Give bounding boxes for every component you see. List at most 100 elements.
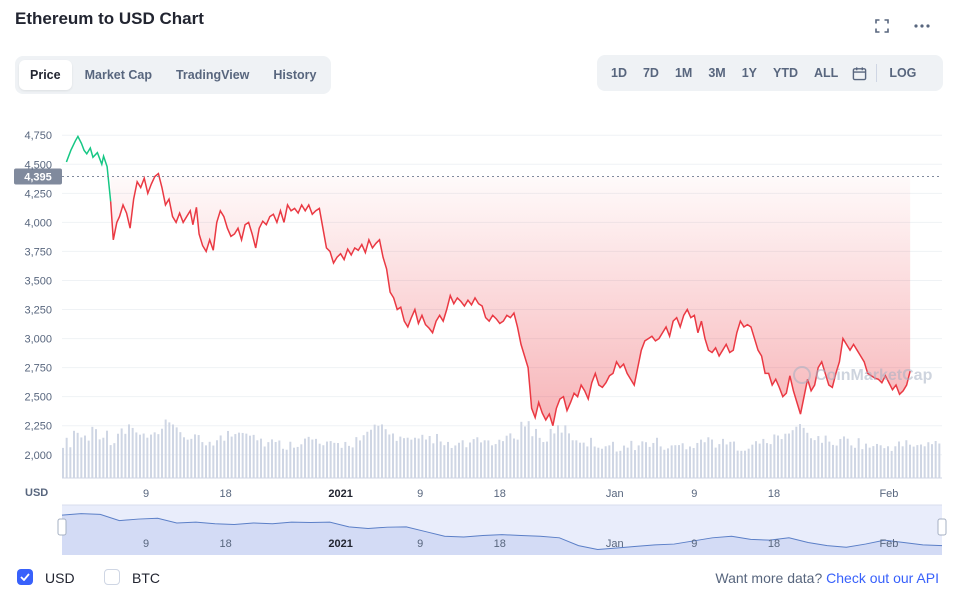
volume-bar (476, 437, 479, 478)
volume-bar (923, 446, 926, 478)
volume-bar (494, 444, 497, 478)
navigator-right-handle[interactable] (937, 518, 947, 536)
tab-price[interactable]: Price (19, 60, 72, 90)
y-tick-label: 3,500 (24, 275, 52, 287)
range-all[interactable]: ALL (814, 66, 839, 80)
y-tick-label: 4,750 (24, 130, 52, 142)
volume-bar (645, 442, 647, 478)
volume-bar (934, 441, 937, 478)
range-7d[interactable]: 7D (642, 66, 659, 80)
y-tick-label: 3,250 (24, 305, 52, 317)
volume-bar (392, 433, 394, 478)
tab-market-cap[interactable]: Market Cap (84, 68, 152, 82)
volume-bar (241, 432, 244, 478)
volume-bar (905, 440, 908, 478)
volume-bar (230, 436, 233, 478)
volume-bar (293, 447, 295, 478)
volume-bar (274, 441, 277, 478)
x-tick-label: 2021 (328, 488, 352, 500)
volume-bar (667, 448, 669, 478)
tab-history[interactable]: History (273, 68, 317, 82)
volume-bar (729, 441, 732, 478)
tab-tradingview[interactable]: TradingView (175, 68, 250, 82)
volume-bar (109, 445, 112, 478)
price-chart[interactable]: 4,395 CoinMarketCap 4,750 4,500 4,250 4,000 3… (0, 100, 953, 560)
price-line-up (65, 134, 112, 202)
fullscreen-icon[interactable] (869, 13, 895, 39)
volume-bar (744, 450, 746, 478)
volume-bar (502, 441, 504, 478)
range-1d[interactable]: 1D (611, 66, 627, 80)
api-link[interactable]: Check out our API (826, 570, 939, 586)
volume-bar (381, 424, 383, 478)
volume-bar (549, 428, 552, 478)
volume-bar (120, 428, 123, 478)
log-toggle[interactable]: LOG (889, 66, 917, 80)
volume-bar (751, 444, 754, 478)
x-tick-label: Feb (879, 488, 898, 500)
volume-bar (370, 429, 372, 478)
volume-bar (538, 437, 541, 478)
volume-bar (630, 440, 633, 478)
volume-bar (714, 447, 717, 478)
volume-bar (670, 445, 673, 478)
volume-bar (857, 438, 860, 478)
more-dots-icon[interactable] (909, 13, 935, 39)
volume-bar (593, 446, 596, 478)
volume-bar (91, 426, 94, 478)
volume-bar (146, 437, 149, 478)
volume-bar (417, 438, 420, 478)
navigator-left-handle[interactable] (57, 518, 67, 536)
volume-bar (458, 442, 460, 478)
volume-bar (318, 443, 321, 478)
volume-bar (106, 430, 108, 478)
volume-bar (289, 441, 292, 478)
volume-bar (637, 445, 640, 478)
volume-bar (436, 433, 438, 478)
volume-bar (183, 437, 185, 478)
volume-bar (802, 427, 805, 478)
volume-bar (894, 446, 897, 478)
y-tick-label: 2,500 (24, 392, 52, 404)
volume-bar (139, 434, 141, 478)
volume-bar (634, 450, 636, 478)
usd-checkbox[interactable] (17, 569, 33, 585)
volume-bar (898, 441, 900, 478)
volume-bar (315, 438, 317, 478)
volume-bar (142, 433, 145, 478)
x-tick-label: 9 (691, 488, 697, 500)
range-ytd[interactable]: YTD (773, 66, 799, 80)
volume-bar (135, 432, 138, 478)
volume-bar (641, 441, 644, 478)
volume-bar (263, 446, 266, 478)
currency-axis-label: USD (25, 487, 48, 499)
volume-bar (560, 432, 563, 478)
range-1y[interactable]: 1Y (741, 66, 758, 80)
volume-bar (546, 441, 548, 478)
volume-bar (912, 446, 915, 478)
volume-bar (846, 438, 849, 478)
range-divider (876, 64, 878, 82)
volume-bar (850, 445, 853, 478)
volume-bar (604, 446, 607, 478)
range-3m[interactable]: 3M (708, 66, 726, 80)
x-tick-label: 9 (417, 488, 423, 500)
range-1m[interactable]: 1M (674, 66, 693, 80)
volume-bar (718, 444, 721, 478)
volume-bar (84, 435, 86, 478)
volume-bar (597, 447, 600, 478)
volume-bar (373, 424, 376, 478)
volume-bar (432, 443, 435, 478)
volume-bar (700, 439, 702, 478)
y-tick-label: 2,750 (24, 363, 52, 375)
volume-bar (854, 447, 856, 478)
calendar-icon[interactable] (846, 59, 872, 87)
navigator-tick-label: 18 (768, 538, 780, 550)
navigator-line (61, 513, 943, 551)
volume-bar (777, 435, 779, 478)
volume-bar (234, 434, 237, 478)
volume-bar (278, 440, 281, 478)
volume-bar (513, 438, 515, 478)
btc-checkbox[interactable] (104, 569, 120, 585)
volume-bar (601, 448, 603, 478)
